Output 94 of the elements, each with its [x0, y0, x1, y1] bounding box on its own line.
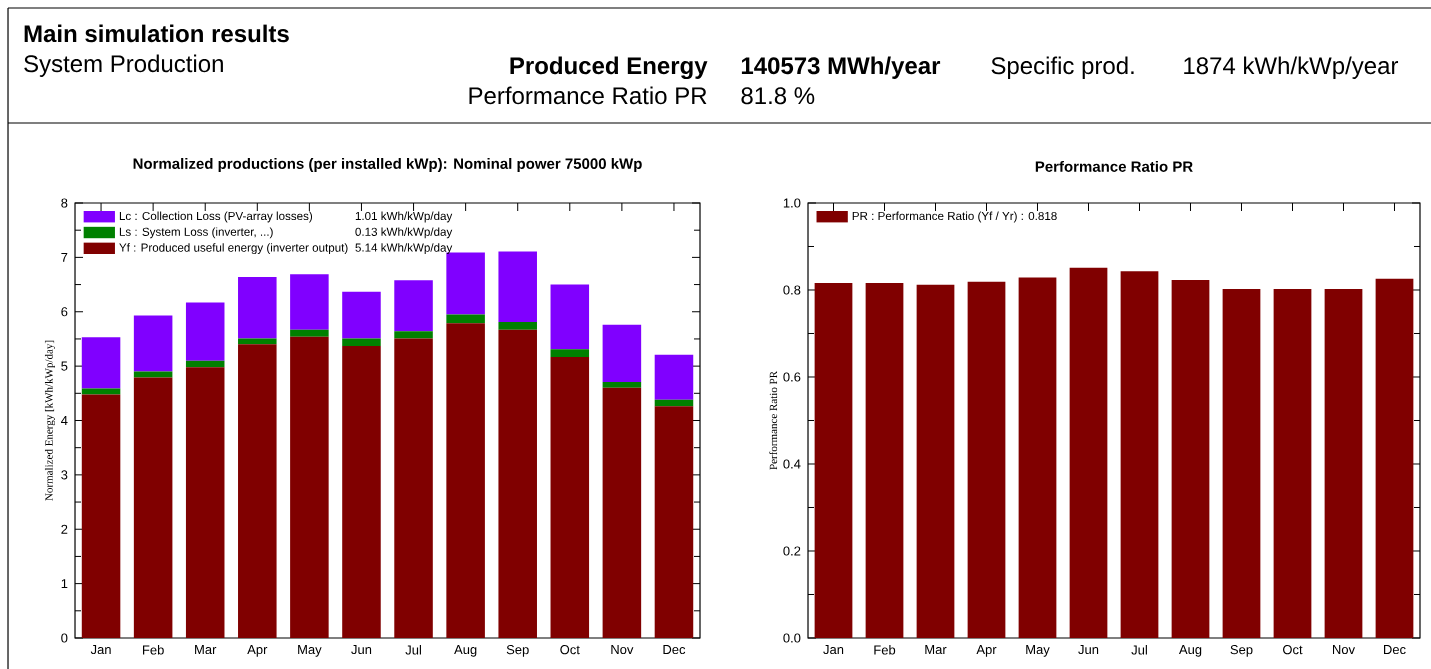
- bar: [446, 252, 485, 315]
- bar: [602, 324, 642, 382]
- text: Produced Energy: [510, 56, 708, 80]
- bar: [550, 284, 590, 350]
- x-tick-label: Sep: [1230, 645, 1253, 657]
- bar: [654, 399, 694, 407]
- y-tick-label: 1.0: [783, 198, 801, 208]
- y-tick-label: 0.0: [783, 633, 801, 643]
- bar: [238, 338, 277, 345]
- chart-title: Normalized productions (per installed kWp): Nominal power 75000 kWp: [133, 157, 642, 172]
- bar: [446, 323, 485, 638]
- y-tick-label: 2: [61, 524, 68, 534]
- x-tick-label: Apr: [247, 645, 268, 657]
- y-tick-label: 0.8: [783, 285, 801, 295]
- x-tick-label: Jan: [823, 645, 844, 655]
- bar: [133, 377, 173, 638]
- x-tick-label: Aug: [1178, 645, 1202, 657]
- x-tick-label: Feb: [874, 645, 896, 655]
- y-tick-label: 0.2: [783, 546, 801, 556]
- x-tick-label: Nov: [1333, 645, 1356, 655]
- bar: [394, 331, 433, 339]
- bar: [602, 387, 642, 638]
- x-tick-label: Dec: [663, 645, 686, 655]
- bar: [81, 388, 121, 395]
- x-tick-label: Oct: [560, 645, 580, 655]
- legend-label: PR : Performance Ratio (Yf / Yr) : 0.818: [852, 211, 1057, 223]
- bar: [185, 302, 225, 361]
- bar: [290, 274, 329, 330]
- bar: [185, 367, 225, 638]
- y-tick-label: 1: [61, 579, 68, 589]
- bar: [342, 346, 381, 638]
- x-tick-label: Mar: [925, 645, 947, 655]
- x-tick-label: Feb: [143, 645, 164, 655]
- text: 140573 MWh/year: [741, 56, 941, 79]
- bar: [133, 371, 173, 378]
- y-tick-label: 0.6: [783, 372, 801, 382]
- x-tick-label: Aug: [454, 645, 477, 657]
- bar: [550, 349, 590, 357]
- bar: [133, 315, 173, 372]
- bar: [654, 406, 694, 638]
- bar: [81, 337, 121, 389]
- y-tick-label: 5: [61, 361, 68, 371]
- x-tick-label: Nov: [611, 645, 634, 655]
- y-tick-label: 6: [61, 307, 68, 317]
- x-tick-label: Jul: [405, 645, 421, 655]
- bar: [238, 276, 277, 339]
- bar: [550, 356, 590, 638]
- y-tick-label: 7: [61, 252, 68, 262]
- legend-label: Lc : Collection Loss (PV-array losses): [119, 211, 313, 223]
- annotation: 5.14 kWh/kWp/day: [355, 243, 453, 255]
- x-tick-label: Dec: [1384, 645, 1406, 655]
- legend-label: Ls : System Loss (inverter, ...): [119, 227, 273, 239]
- bar: [498, 329, 537, 638]
- bar: [394, 280, 433, 332]
- bar: [238, 344, 277, 638]
- bar: [498, 322, 537, 330]
- bar: [446, 314, 485, 324]
- x-tick-label: Jun: [1078, 645, 1099, 655]
- x-tick-label: Jun: [351, 645, 372, 655]
- bar: [498, 251, 537, 323]
- y-tick-label: 8: [61, 198, 68, 208]
- x-tick-label: Jan: [90, 645, 111, 655]
- chart-title: Performance Ratio PR: [1035, 160, 1193, 172]
- bar: [342, 338, 381, 346]
- x-tick-label: Mar: [195, 645, 217, 655]
- y-axis-title: Normalized Energy [kWh/kWp/day]: [44, 340, 55, 501]
- x-tick-label: Sep: [506, 645, 529, 657]
- text: Performance Ratio PR: [469, 86, 707, 105]
- y-axis-title: Performance Ratio PR: [769, 370, 778, 470]
- annotation: 1.01 kWh/kWp/day: [355, 211, 453, 223]
- bar: [654, 354, 694, 400]
- y-tick-label: 4: [61, 416, 68, 425]
- text: 81.8 %: [741, 87, 815, 105]
- legend-label: Yf : Produced useful energy (inverter output): [119, 243, 348, 255]
- annotation: 0.13 kWh/kWp/day: [355, 227, 453, 239]
- bar: [185, 360, 225, 368]
- bar: [290, 329, 329, 337]
- text: Main simulation results: [24, 24, 289, 43]
- x-tick-label: Oct: [1283, 645, 1303, 655]
- bar: [602, 381, 642, 388]
- bar: [290, 336, 329, 638]
- bar: [342, 291, 381, 339]
- y-tick-label: 0.4: [783, 459, 801, 469]
- y-tick-label: 0: [61, 633, 68, 643]
- y-tick-label: 3: [61, 470, 68, 480]
- text: System Production: [24, 54, 223, 77]
- x-tick-label: May: [298, 645, 322, 657]
- bar: [394, 338, 433, 638]
- bar: [81, 394, 121, 638]
- text: 1874 kWh/kWp/year: [1184, 56, 1399, 79]
- x-tick-label: May: [1026, 645, 1050, 657]
- text: Specific prod.: [991, 56, 1134, 79]
- x-tick-label: Jul: [1131, 645, 1147, 655]
- x-tick-label: Apr: [976, 645, 997, 657]
